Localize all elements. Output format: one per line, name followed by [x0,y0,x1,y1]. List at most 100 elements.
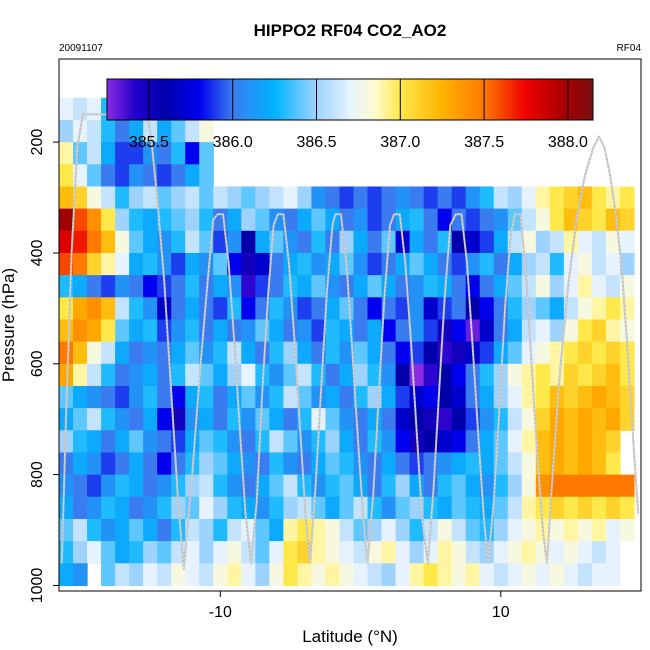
heatmap-cell [535,275,551,298]
heatmap-cell [465,541,481,564]
heatmap-cell [367,541,383,564]
heatmap-cell [115,142,130,165]
colorbar-tick-label: 387.5 [464,134,504,151]
heatmap-cell [577,319,593,343]
heatmap-cell [535,186,551,210]
heatmap-cell [255,186,270,210]
heatmap-cell [269,385,284,409]
heatmap-cell [563,474,579,498]
heatmap-cell [129,275,144,298]
heatmap-cell [451,275,467,298]
heatmap-cell [73,385,88,409]
heatmap-cell [591,186,607,210]
heatmap-cell [535,363,551,387]
heatmap-cell [255,474,270,498]
heatmap-cell [507,297,523,321]
heatmap-cell [101,496,116,520]
heatmap-cell [325,297,341,321]
heatmap-cell [269,341,284,365]
heatmap-cell [563,275,579,298]
heatmap-cell [493,252,509,276]
heatmap-cell [563,341,579,365]
heatmap-cell [605,319,621,343]
heatmap-cell [619,208,635,232]
heatmap-cell [451,452,467,476]
heatmap-cell [143,408,158,431]
heatmap-cell [143,275,158,298]
heatmap-cell [129,474,144,498]
heatmap-cell [101,363,116,387]
heatmap-cell [171,186,186,210]
heatmap-cell [577,518,593,542]
heatmap-cell [353,252,369,276]
heatmap-cell [409,230,425,254]
heatmap-cell [549,208,565,232]
heatmap-cell [171,385,186,409]
heatmap-cell [311,252,327,276]
heatmap-cell [479,341,495,365]
heatmap-cell [367,563,383,587]
heatmap-cell [87,186,102,210]
heatmap-cell [59,119,74,143]
heatmap-cell [115,297,130,321]
heatmap-cell [255,408,270,431]
heatmap-cell [437,563,453,587]
heatmap-cell [73,275,88,298]
heatmap-cell [465,452,481,476]
heatmap-cell [241,363,256,387]
heatmap-cell [283,408,299,431]
heatmap-cell [619,319,635,343]
heatmap-cell [269,541,284,564]
heatmap-cell [157,452,172,476]
heatmap-cell [143,496,158,520]
heatmap-cell [199,363,214,387]
heatmap-cell [59,363,74,387]
heatmap-cell [507,474,523,498]
heatmap-cell [171,408,186,431]
heatmap-cell [129,230,144,254]
heatmap-cell [73,518,88,542]
heatmap-cell [591,496,607,520]
heatmap-cell [465,385,481,409]
heatmap-cell [227,452,242,476]
heatmap-cell [115,563,130,587]
heatmap-cell [241,208,256,232]
heatmap-cell [283,385,299,409]
heatmap-cell [563,297,579,321]
heatmap-cell [367,408,383,431]
heatmap-cell [423,474,439,498]
heatmap-cell [185,186,200,210]
heatmap-cell [339,341,355,365]
heatmap-cell [381,208,397,232]
heatmap-cell [521,430,537,454]
heatmap-cell [311,563,327,587]
heatmap-cell [283,186,299,210]
heatmap-cell [185,541,200,564]
heatmap-cell [619,186,635,210]
heatmap-cell [241,252,256,276]
heatmap-cell [577,430,593,454]
colorbar-tick-label: 388.0 [548,134,588,151]
heatmap-cell [129,452,144,476]
heatmap-cell [325,496,341,520]
heatmap-cell [59,97,74,121]
heatmap-cell [87,496,102,520]
heatmap-cell [381,341,397,365]
heatmap-cell [227,518,242,542]
heatmap-cell [409,474,425,498]
heatmap-cell [297,408,313,431]
heatmap-cell [395,408,411,431]
heatmap-cell [269,363,284,387]
heatmap-cell [451,297,467,321]
heatmap-cell [465,430,481,454]
heatmap-cell [199,518,214,542]
heatmap-cell [283,430,299,454]
heatmap-cell [73,230,88,254]
heatmap-cell [129,164,144,188]
x-axis-label: Latitude (°N) [302,627,398,646]
heatmap-cell [395,496,411,520]
colorbar-ticks: 385.5 386.0 386.5 387.0 387.5 388.0 [129,79,588,151]
heatmap-cell [129,408,144,431]
heatmap-cell [157,474,172,498]
heatmap-cell [437,496,453,520]
